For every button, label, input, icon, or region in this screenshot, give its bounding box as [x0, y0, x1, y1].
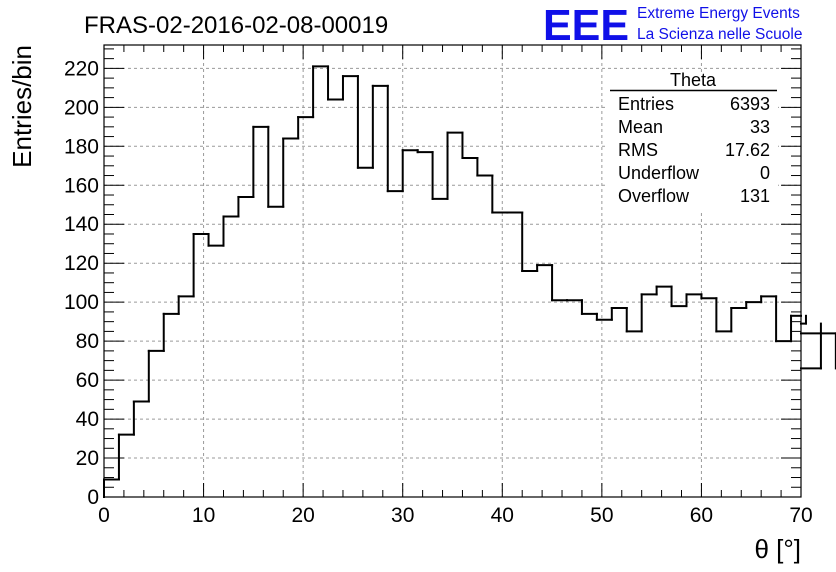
stats-value-rms: 17.62	[725, 140, 770, 160]
grid-lines	[104, 45, 801, 497]
stats-box-background	[608, 72, 778, 212]
y-tick-label-3: 60	[76, 369, 99, 392]
y-tick-label-9: 180	[64, 135, 99, 158]
eee-logo-line1: Extreme Energy Events	[637, 5, 800, 22]
chart-title: FRAS-02-2016-02-08-00019	[84, 12, 388, 39]
stats-label-rms: RMS	[618, 140, 658, 160]
eee-logo-line2: La Scienza nelle Scuole	[637, 26, 802, 43]
stats-box: Theta Entries 6393 Mean 33 RMS 17.62 Und…	[608, 70, 778, 212]
y-tick-label-11: 220	[64, 57, 99, 80]
y-tick-label-8: 160	[64, 174, 99, 197]
x-tick-label-3: 30	[391, 504, 414, 527]
y-tick-label-10: 200	[64, 96, 99, 119]
x-tick-label-0: 0	[98, 504, 110, 527]
y-axis-title: Entries/bin	[7, 45, 37, 168]
x-tick-label-2: 20	[291, 504, 314, 527]
x-tick-label-4: 40	[491, 504, 514, 527]
stats-label-underflow: Underflow	[618, 163, 700, 183]
tick-labels: 0 10 20 30 40 50 60 70 0 20 40 60 80 100 120 140 160 180 2…	[64, 57, 813, 527]
x-tick-label-6: 60	[690, 504, 713, 527]
y-tick-label-1: 20	[76, 447, 99, 470]
y-tick-label-7: 140	[64, 213, 99, 236]
y-tick-label-6: 120	[64, 252, 99, 275]
x-tick-label-1: 10	[192, 504, 215, 527]
stats-value-underflow: 0	[760, 163, 770, 183]
stats-label-overflow: Overflow	[618, 186, 690, 206]
stats-box-title: Theta	[670, 70, 717, 90]
eee-logo-mark: EEE	[543, 1, 629, 50]
stats-label-mean: Mean	[618, 117, 663, 137]
axis-ticks	[103, 45, 802, 498]
x-axis-title: θ [°]	[754, 534, 801, 564]
x-tick-label-7: 70	[789, 504, 812, 527]
stats-value-entries: 6393	[730, 94, 770, 114]
stats-label-entries: Entries	[618, 94, 674, 114]
stats-value-mean: 33	[750, 117, 770, 137]
stats-value-overflow: 131	[740, 186, 770, 206]
y-tick-label-2: 40	[76, 408, 99, 431]
y-tick-label-5: 100	[64, 291, 99, 314]
plot-frame	[103, 44, 802, 498]
x-tick-label-5: 50	[590, 504, 613, 527]
y-tick-label-4: 80	[76, 330, 99, 353]
y-tick-label-0: 0	[87, 486, 99, 509]
